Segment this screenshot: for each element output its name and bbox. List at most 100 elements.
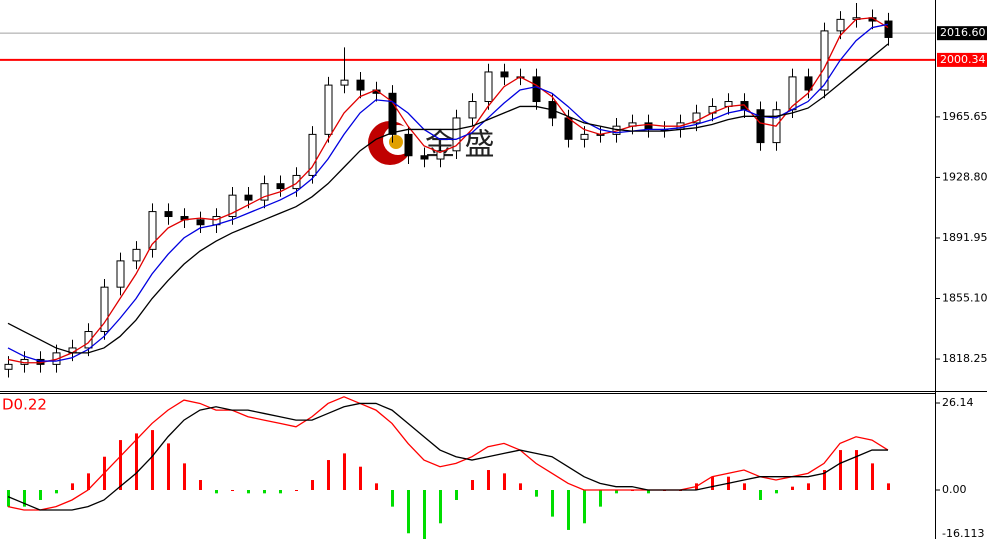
histogram-bar bbox=[375, 483, 378, 491]
histogram-bar bbox=[855, 450, 858, 491]
histogram-bar bbox=[23, 490, 26, 507]
candle-body bbox=[340, 79, 349, 86]
y-tick-label: 1891.95 bbox=[942, 231, 987, 244]
histogram-bar bbox=[839, 450, 842, 491]
candle-body bbox=[116, 260, 125, 288]
histogram-bar bbox=[343, 453, 346, 491]
candle-body bbox=[836, 18, 845, 32]
line bbox=[7, 396, 889, 511]
candle-body bbox=[884, 20, 893, 38]
candle-body bbox=[532, 76, 541, 103]
candle-body bbox=[452, 117, 461, 152]
candle-body bbox=[148, 211, 157, 250]
price-label-box bbox=[937, 26, 987, 41]
y-tick-label: 1855.10 bbox=[942, 291, 987, 304]
histogram-bar bbox=[455, 490, 458, 500]
histogram-bar bbox=[599, 490, 602, 507]
price-label-box bbox=[937, 52, 987, 67]
candle-body bbox=[228, 194, 237, 218]
candle-body bbox=[484, 71, 493, 103]
histogram-bar bbox=[407, 490, 410, 534]
histogram-bar bbox=[71, 483, 74, 491]
histogram-bar bbox=[151, 430, 154, 491]
y-tick-label: 1818.25 bbox=[942, 352, 987, 365]
histogram-bar bbox=[359, 466, 362, 491]
candle-body bbox=[436, 150, 445, 160]
candle-body bbox=[500, 71, 509, 78]
histogram-bar bbox=[775, 490, 778, 494]
candle-body bbox=[260, 183, 269, 201]
candle-body bbox=[276, 183, 285, 190]
line bbox=[7, 23, 889, 362]
histogram-bar bbox=[871, 463, 874, 491]
histogram-bar bbox=[391, 490, 394, 507]
histogram-bar bbox=[311, 480, 314, 491]
candle-body bbox=[132, 248, 141, 262]
histogram-bar bbox=[887, 483, 890, 491]
price-label: 2000.34 bbox=[940, 53, 986, 66]
candle-body bbox=[292, 174, 301, 190]
y-tick-label: 1965.65 bbox=[942, 110, 987, 123]
y-tick-label: 26.14 bbox=[942, 396, 974, 409]
histogram-bar bbox=[647, 490, 650, 494]
histogram-bar bbox=[295, 490, 298, 492]
histogram-bar bbox=[247, 490, 250, 494]
histogram-bar bbox=[183, 463, 186, 491]
histogram-bar bbox=[711, 476, 714, 491]
candle-body bbox=[468, 101, 477, 119]
histogram-bar bbox=[519, 483, 522, 491]
histogram-bar bbox=[487, 470, 490, 491]
candle-body bbox=[692, 112, 701, 124]
histogram-bar bbox=[743, 483, 746, 491]
histogram-bar bbox=[279, 490, 282, 494]
candle-body bbox=[196, 219, 205, 226]
candle-body bbox=[164, 211, 173, 218]
candle-body bbox=[100, 286, 109, 333]
histogram-bar bbox=[39, 490, 42, 500]
histogram-bar bbox=[471, 480, 474, 491]
histogram-bar bbox=[199, 480, 202, 491]
candle-body bbox=[404, 133, 413, 157]
histogram-bar bbox=[615, 490, 618, 494]
histogram-bar bbox=[231, 490, 234, 492]
histogram-bar bbox=[215, 490, 218, 494]
histogram-bar bbox=[823, 470, 826, 491]
candle-body bbox=[356, 79, 365, 91]
histogram-bar bbox=[119, 440, 122, 491]
histogram-bar bbox=[327, 460, 330, 491]
histogram-bar bbox=[583, 490, 586, 524]
y-tick-label: 1928.80 bbox=[942, 170, 987, 183]
histogram-bar bbox=[551, 490, 554, 517]
histogram-bar bbox=[439, 490, 442, 524]
histogram-bar bbox=[807, 483, 810, 491]
candle-body bbox=[4, 363, 13, 370]
histogram-bar bbox=[791, 486, 794, 491]
histogram-bar bbox=[759, 490, 762, 500]
candle-body bbox=[580, 133, 589, 140]
indicator-label: D0.22 bbox=[2, 396, 47, 414]
histogram-bar bbox=[423, 490, 426, 540]
y-tick-label: 0.00 bbox=[942, 483, 967, 496]
candle-body bbox=[804, 76, 813, 91]
histogram-bar bbox=[135, 433, 138, 491]
histogram-bar bbox=[167, 443, 170, 491]
y-tick-label: -16.113 bbox=[942, 527, 984, 539]
histogram-bar bbox=[263, 490, 266, 494]
candle-body bbox=[308, 133, 317, 176]
line bbox=[7, 402, 888, 511]
histogram-bar bbox=[55, 490, 58, 494]
candle-body bbox=[420, 155, 429, 160]
candle-body bbox=[644, 122, 653, 130]
histogram-bar bbox=[567, 490, 570, 530]
candle-body bbox=[388, 92, 397, 135]
candle-body bbox=[244, 194, 253, 201]
histogram-bar bbox=[87, 473, 90, 491]
candle-body bbox=[84, 331, 93, 349]
price-label: 2016.60 bbox=[940, 26, 986, 39]
histogram-bar bbox=[503, 473, 506, 491]
histogram-bar bbox=[535, 490, 538, 497]
candle-body bbox=[564, 117, 573, 140]
candle-body bbox=[324, 84, 333, 135]
